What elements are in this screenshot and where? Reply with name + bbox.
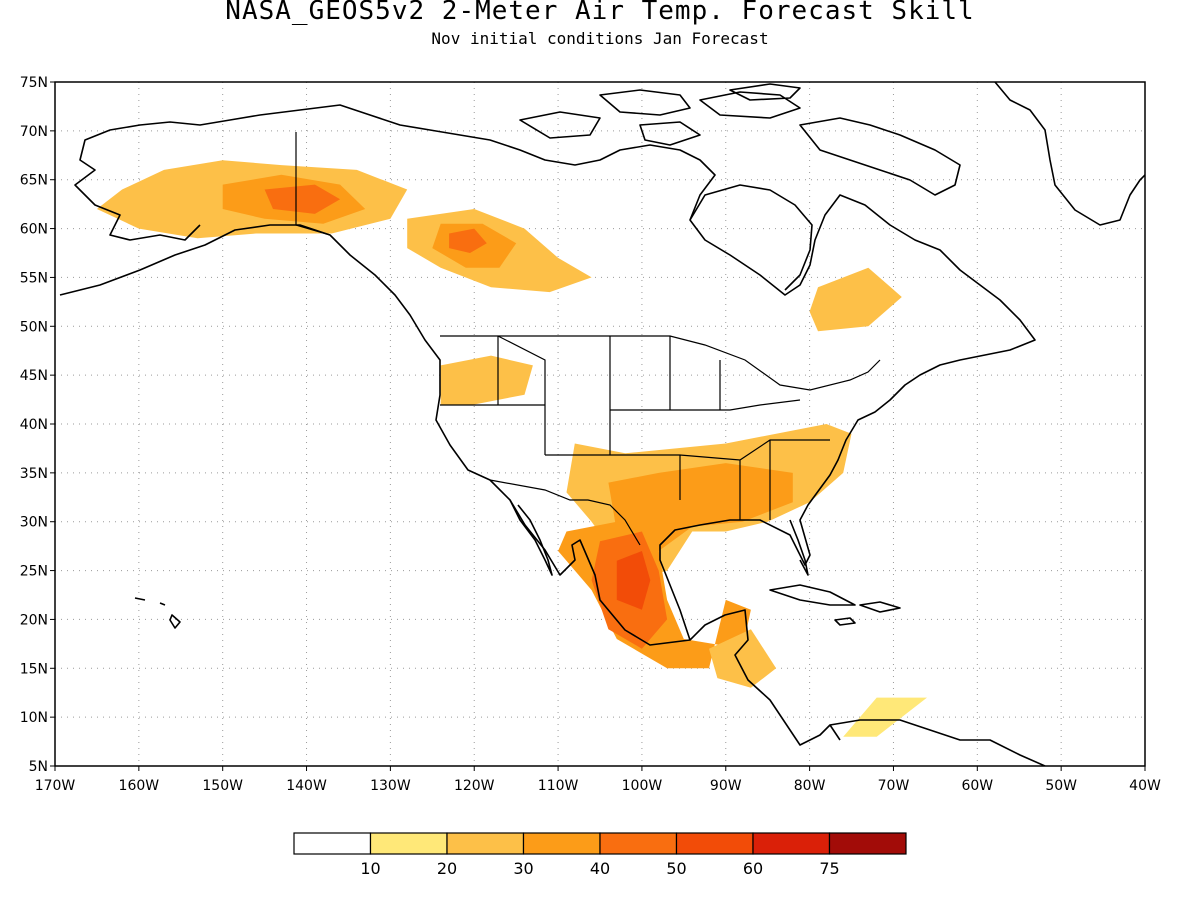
hispaniola bbox=[859, 601, 901, 613]
political-borders bbox=[295, 132, 881, 546]
baffin-island bbox=[799, 117, 961, 196]
legend-swatch bbox=[828, 832, 907, 855]
lon-tick-label: 140W bbox=[286, 778, 327, 794]
us-state-lines bbox=[440, 335, 830, 520]
lon-tick-label: 40W bbox=[1129, 778, 1161, 794]
axis-labels: 170W 160W 150W 140W 130W 120W 110W 100W 90W 80W 70… bbox=[20, 75, 1161, 794]
lat-tick-label: 30N bbox=[20, 515, 48, 531]
skill-region-mexico-peak bbox=[616, 551, 651, 610]
lon-tick-label: 120W bbox=[454, 778, 495, 794]
legend-label: 75 bbox=[819, 859, 839, 878]
legend-swatch bbox=[369, 832, 448, 855]
legend-swatch bbox=[446, 832, 525, 855]
lon-tick-label: 130W bbox=[370, 778, 411, 794]
legend-swatch bbox=[599, 832, 678, 855]
lat-tick-label: 25N bbox=[20, 564, 48, 580]
map-title: NASA_GEOS5v2 2-Meter Air Temp. Forecast … bbox=[225, 0, 975, 26]
legend-label: 60 bbox=[743, 859, 763, 878]
arctic-island-1 bbox=[599, 89, 691, 116]
legend-label: 50 bbox=[666, 859, 686, 878]
lon-tick-label: 90W bbox=[710, 778, 742, 794]
lat-tick-label: 15N bbox=[20, 661, 48, 677]
skill-region-southern-us-core bbox=[608, 463, 793, 551]
legend-swatch bbox=[675, 832, 754, 855]
hudson-bay-coast bbox=[689, 184, 813, 291]
jamaica bbox=[834, 617, 856, 626]
arctic-island-4 bbox=[639, 121, 701, 146]
lat-tick-label: 55N bbox=[20, 270, 48, 286]
legend-label: 30 bbox=[513, 859, 533, 878]
hawaii bbox=[134, 597, 181, 629]
alaska-canada-border bbox=[295, 132, 331, 236]
lat-tick-label: 40N bbox=[20, 417, 48, 433]
us-canada-border bbox=[440, 335, 881, 391]
lon-tick-label: 110W bbox=[538, 778, 579, 794]
legend-swatch bbox=[522, 832, 601, 855]
skill-shading bbox=[96, 160, 927, 737]
lat-tick-label: 20N bbox=[20, 612, 48, 628]
skill-region-caribbean bbox=[843, 697, 927, 737]
legend-swatch bbox=[752, 832, 831, 855]
lon-tick-label: 50W bbox=[1045, 778, 1077, 794]
skill-region-pacific-northwest bbox=[440, 355, 533, 405]
legend-swatch bbox=[293, 832, 372, 855]
baja-coast bbox=[509, 499, 553, 576]
lat-tick-label: 60N bbox=[20, 222, 48, 238]
lon-tick-label: 160W bbox=[119, 778, 160, 794]
lon-tick-label: 150W bbox=[202, 778, 243, 794]
skill-region-quebec bbox=[809, 267, 902, 332]
map-subtitle: Nov initial conditions Jan Forecast bbox=[431, 29, 769, 48]
lat-tick-label: 35N bbox=[20, 466, 48, 482]
legend-label: 20 bbox=[437, 859, 457, 878]
cuba bbox=[769, 584, 856, 606]
florida-coast bbox=[789, 519, 809, 576]
lat-tick-label: 10N bbox=[20, 710, 48, 726]
us-mexico-border bbox=[489, 479, 641, 546]
lat-tick-label: 65N bbox=[20, 173, 48, 189]
lat-tick-label: 5N bbox=[29, 759, 48, 775]
skill-region-alaska-peak bbox=[264, 184, 341, 214]
arctic-island-5 bbox=[729, 83, 801, 101]
skill-region-central-america bbox=[709, 629, 777, 688]
lon-tick-label: 70W bbox=[878, 778, 910, 794]
arctic-island-2 bbox=[699, 91, 801, 119]
lat-tick-label: 75N bbox=[20, 75, 48, 91]
greenland-coast bbox=[994, 82, 1145, 226]
lat-tick-label: 45N bbox=[20, 368, 48, 384]
legend-label: 10 bbox=[360, 859, 380, 878]
color-legend: 10 20 30 40 50 60 75 bbox=[293, 832, 907, 878]
lon-tick-label: 80W bbox=[794, 778, 826, 794]
arctic-island-3 bbox=[519, 111, 601, 139]
legend-label: 40 bbox=[590, 859, 610, 878]
lon-tick-label: 170W bbox=[35, 778, 76, 794]
lat-tick-label: 70N bbox=[20, 124, 48, 140]
lat-tick-label: 50N bbox=[20, 319, 48, 335]
lon-tick-label: 60W bbox=[961, 778, 993, 794]
skill-region-western-canada-peak bbox=[449, 228, 487, 253]
lon-tick-label: 100W bbox=[622, 778, 663, 794]
